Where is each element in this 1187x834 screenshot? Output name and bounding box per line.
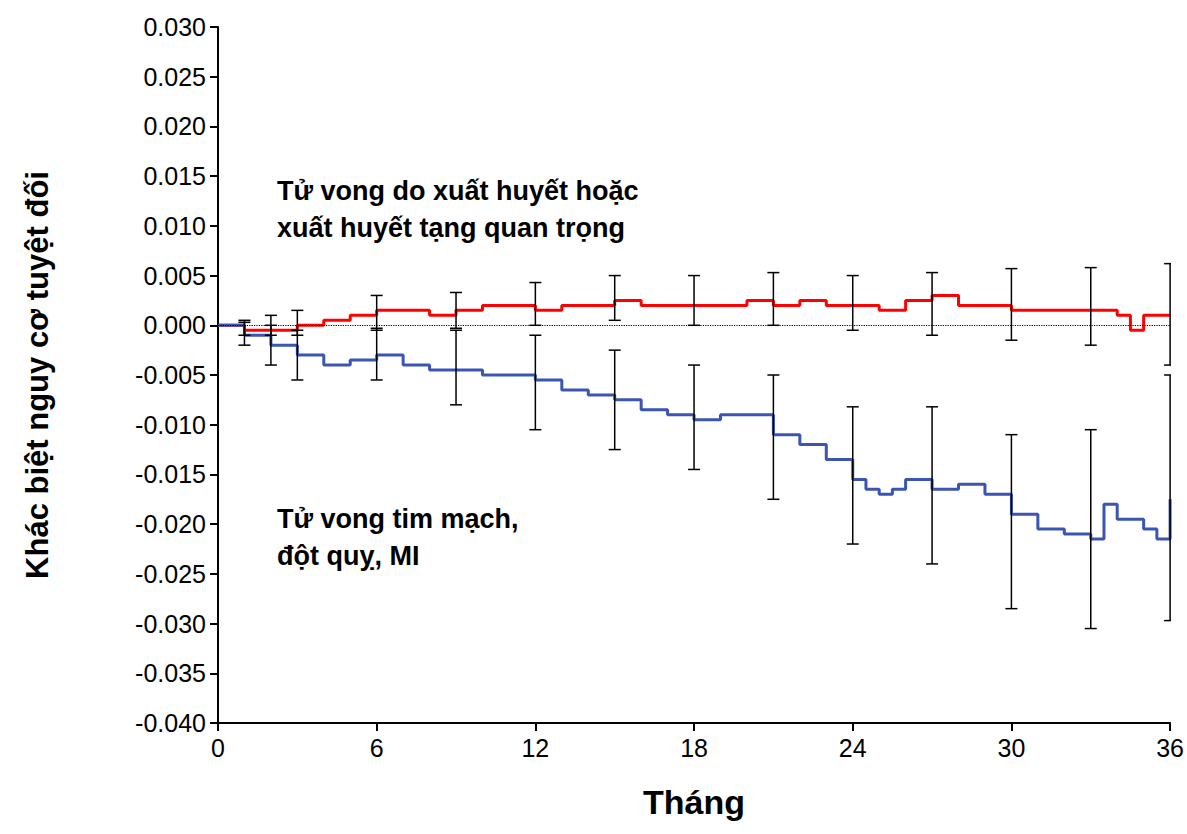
svg-text:0.025: 0.025	[143, 63, 206, 91]
svg-text:-0.020: -0.020	[135, 510, 206, 538]
svg-text:Tử vong do xuất huyết hoặc: Tử vong do xuất huyết hoặc	[277, 176, 639, 206]
svg-text:-0.010: -0.010	[135, 411, 206, 439]
svg-text:18: 18	[680, 734, 708, 762]
svg-text:0: 0	[211, 734, 225, 762]
svg-text:-0.030: -0.030	[135, 610, 206, 638]
svg-text:0.030: 0.030	[143, 13, 206, 41]
svg-text:-0.040: -0.040	[135, 709, 206, 737]
svg-text:0.005: 0.005	[143, 262, 206, 290]
svg-text:0.010: 0.010	[143, 212, 206, 240]
svg-text:xuất huyết tạng quan trọng: xuất huyết tạng quan trọng	[277, 213, 625, 243]
svg-text:Tháng: Tháng	[643, 783, 745, 821]
svg-text:-0.025: -0.025	[135, 560, 206, 588]
svg-text:Khác biệt nguy cơ tuyệt đối: Khác biệt nguy cơ tuyệt đối	[20, 171, 55, 579]
svg-text:24: 24	[839, 734, 867, 762]
svg-text:30: 30	[998, 734, 1026, 762]
svg-text:đột quỵ, MI: đột quỵ, MI	[277, 541, 419, 571]
svg-text:-0.015: -0.015	[135, 460, 206, 488]
svg-text:6: 6	[370, 734, 384, 762]
svg-text:12: 12	[521, 734, 549, 762]
svg-text:-0.005: -0.005	[135, 361, 206, 389]
svg-text:0.000: 0.000	[143, 311, 206, 339]
svg-text:0.020: 0.020	[143, 112, 206, 140]
svg-text:36: 36	[1156, 734, 1184, 762]
svg-text:-0.035: -0.035	[135, 659, 206, 687]
svg-text:Tử vong tim mạch,: Tử vong tim mạch,	[277, 504, 519, 534]
svg-text:0.015: 0.015	[143, 162, 206, 190]
